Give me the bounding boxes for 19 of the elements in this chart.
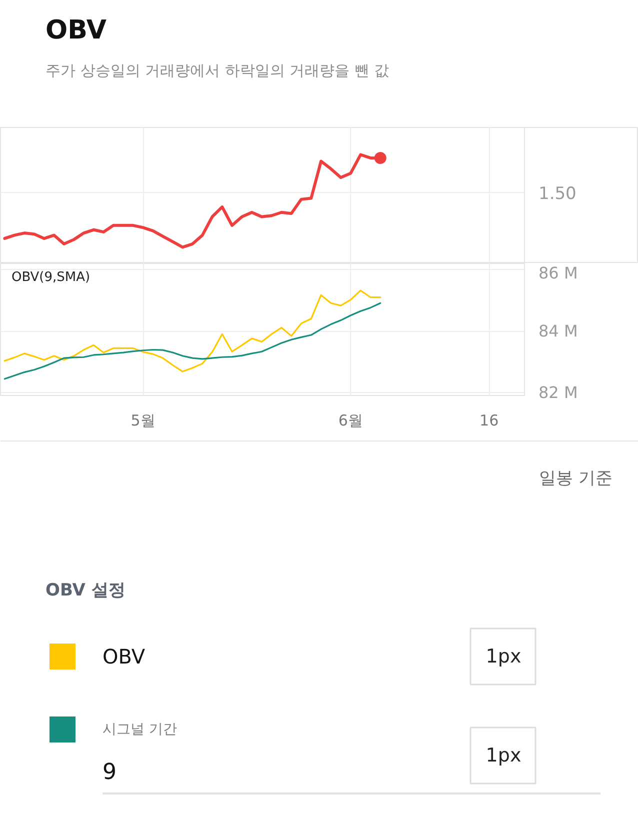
chart-subtitle: 주가 상승일의 거래량에서 하락일의 거래량을 뺀 값 xyxy=(46,62,390,80)
chart-title: OBV xyxy=(46,16,106,46)
text: OBV(9,SMA) xyxy=(12,270,90,285)
text: 1.50 xyxy=(538,184,576,204)
y-tick-label: 82 M xyxy=(538,382,578,402)
x-tick-label: 16 xyxy=(480,412,499,430)
legend-label: 시그널 기간 xyxy=(102,722,177,738)
legend-label: OBV xyxy=(102,644,146,668)
x-tick-label: 6월 xyxy=(338,412,363,430)
y-tick-label: 84 M xyxy=(538,322,578,341)
x-tick-label: 5월 xyxy=(130,412,156,430)
line-series xyxy=(4,302,382,380)
line-series xyxy=(4,290,382,372)
text: 9 xyxy=(102,760,116,785)
legend-title: OBV 설정 xyxy=(46,580,126,600)
text: 일봉 기준 xyxy=(539,468,612,488)
y-tick-label: 86 M xyxy=(538,264,578,282)
text: 1px xyxy=(486,646,522,668)
text: 1px xyxy=(486,744,522,766)
